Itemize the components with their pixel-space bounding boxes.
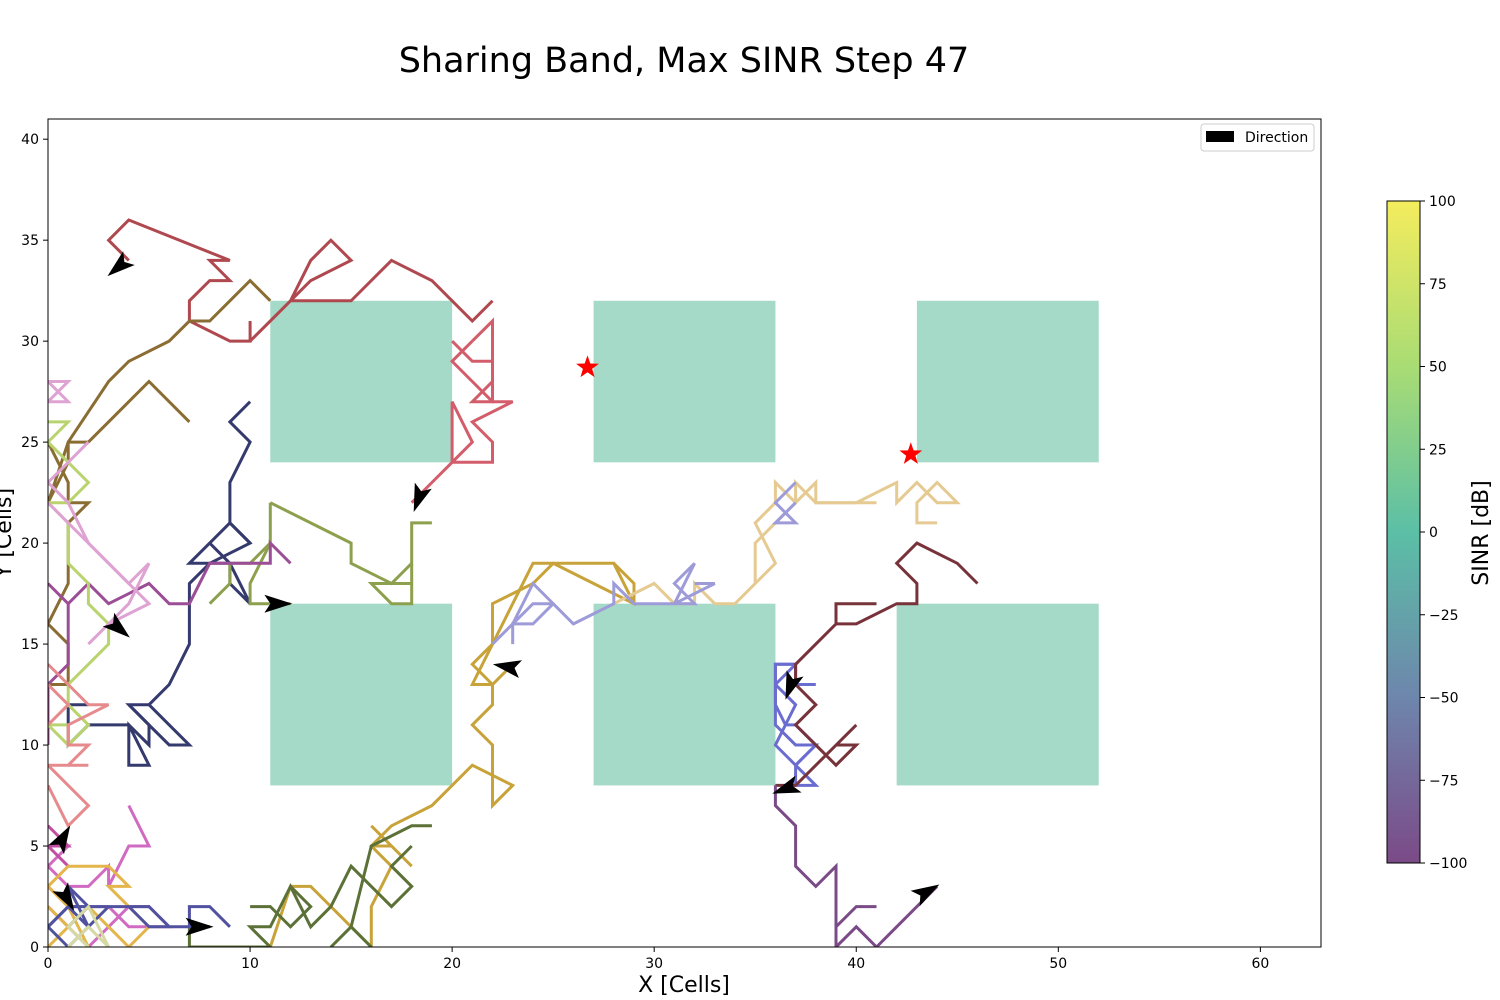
x-tick-label: 60 — [1251, 956, 1269, 972]
x-axis-label: X [Cells] — [638, 973, 730, 998]
legend-direction-label: Direction — [1245, 130, 1308, 146]
trajectory-29 — [775, 723, 858, 787]
colorbar-gradient — [1386, 200, 1421, 864]
base-station-1 — [899, 442, 923, 464]
obstacle-0 — [270, 300, 453, 463]
legend-box — [1200, 123, 1315, 152]
trajectory-2 — [48, 278, 272, 504]
y-tick-label: 30 — [21, 334, 39, 350]
x-tick-label: 50 — [1049, 956, 1067, 972]
trajectory-20 — [613, 478, 961, 606]
arrows-layer — [48, 251, 940, 936]
trajectories-layer — [48, 218, 979, 947]
direction-arrow-4 — [413, 482, 432, 512]
colorbar-tick-label: 50 — [1429, 360, 1447, 376]
direction-arrow-25 — [785, 670, 804, 700]
y-tick-label: 25 — [21, 435, 39, 451]
trajectory-21 — [753, 478, 877, 585]
colorbar-tick-label: −25 — [1429, 608, 1459, 624]
stations-layer — [576, 355, 923, 464]
y-axis-label: Y [Cells] — [0, 488, 17, 579]
direction-arrow-15 — [492, 660, 523, 678]
chart-title: Sharing Band, Max SINR Step 47 — [399, 41, 970, 81]
trajectory-33 — [48, 380, 72, 404]
plot-frame — [47, 118, 1322, 948]
y-tick-label: 35 — [21, 233, 39, 249]
obstacle-4 — [593, 603, 776, 786]
colorbar-tick-label: 100 — [1429, 194, 1456, 210]
colorbar-ticks: −100 −75 −50 −25 0 25 50 75 100 — [1420, 194, 1467, 872]
trajectory-24 — [771, 481, 800, 525]
trajectory-31 — [834, 905, 877, 928]
trajectory-5 — [451, 317, 494, 404]
obstacles-layer — [270, 300, 1099, 786]
x-tick-label: 40 — [847, 956, 865, 972]
obstacle-3 — [270, 603, 453, 786]
obstacle-2 — [916, 300, 1099, 463]
colorbar-tick-label: 25 — [1429, 442, 1447, 458]
trajectory-18 — [329, 824, 432, 947]
colorbar-tick-label: −75 — [1429, 773, 1459, 789]
trajectory-1 — [249, 238, 494, 343]
colorbar-tick-label: 75 — [1429, 277, 1447, 293]
colorbar-tick-label: 0 — [1429, 525, 1438, 541]
obstacle-5 — [896, 603, 1099, 786]
trajectory-28 — [836, 541, 979, 626]
trajectory-27 — [793, 602, 877, 768]
trajectory-30 — [773, 785, 939, 947]
trajectory-17 — [187, 844, 414, 947]
y-tick-label: 5 — [30, 839, 39, 855]
colorbar-label: SINR [dB] — [1469, 480, 1494, 585]
base-station-0 — [576, 355, 599, 378]
trajectory-10 — [269, 501, 432, 606]
trajectory-35 — [48, 501, 152, 626]
direction-arrow-42 — [185, 917, 214, 936]
y-tick-label: 0 — [30, 940, 39, 956]
trajectory-32 — [48, 420, 111, 749]
trajectory-23 — [491, 580, 556, 646]
plot-area — [47, 118, 1322, 948]
legend: Direction — [1200, 123, 1315, 152]
trajectory-19 — [250, 885, 313, 929]
trajectory-4 — [410, 340, 514, 504]
direction-arrow-40 — [48, 825, 71, 855]
x-tick-label: 30 — [645, 956, 663, 972]
direction-arrow-0 — [107, 251, 135, 277]
trajectory-36 — [48, 663, 110, 829]
trajectory-22 — [511, 562, 716, 626]
direction-arrow-43 — [52, 882, 75, 911]
x-tick-label: 0 — [44, 956, 53, 972]
trajectory-0 — [106, 218, 252, 343]
x-axis: 0 10 20 30 40 50 60 — [44, 947, 1269, 972]
colorbar-tick-label: −50 — [1429, 691, 1459, 707]
trajectory-40 — [48, 824, 72, 868]
legend-direction-swatch — [1206, 131, 1234, 142]
y-tick-label: 15 — [21, 637, 39, 653]
direction-arrow-29 — [772, 775, 802, 794]
trajectory-12 — [67, 539, 292, 606]
trajectory-37 — [48, 683, 71, 726]
colorbar: −100 −75 −50 −25 0 25 50 75 100 SINR [dB] — [1386, 194, 1494, 872]
x-tick-label: 10 — [241, 956, 259, 972]
y-axis: 0 5 10 15 20 25 30 35 40 — [21, 132, 48, 956]
trajectory-15 — [470, 561, 636, 687]
x-tick-label: 20 — [443, 956, 461, 972]
trajectory-13 — [48, 582, 70, 745]
y-tick-label: 10 — [21, 738, 39, 754]
direction-arrow-30 — [910, 884, 940, 907]
direction-arrow-35 — [102, 612, 130, 638]
y-tick-label: 20 — [21, 536, 39, 552]
direction-arrow-9 — [264, 594, 293, 613]
trajectory-16 — [370, 824, 413, 868]
colorbar-tick-label: −100 — [1429, 856, 1467, 872]
trajectory-8 — [127, 703, 194, 747]
trajectory-6 — [66, 400, 253, 767]
y-tick-label: 40 — [21, 132, 39, 148]
obstacle-1 — [593, 300, 776, 463]
trajectory-44 — [66, 904, 110, 947]
